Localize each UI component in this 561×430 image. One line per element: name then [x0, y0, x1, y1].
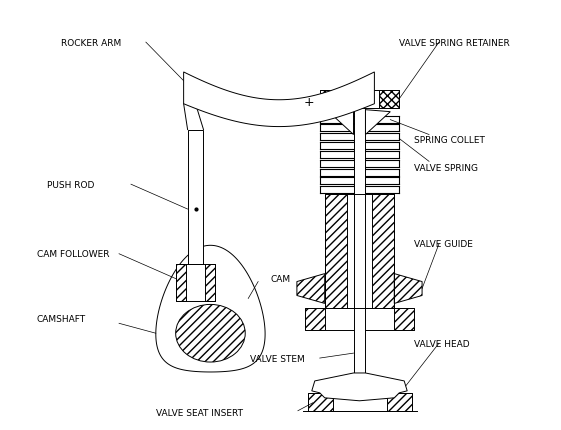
Bar: [394, 309, 414, 331]
Polygon shape: [183, 73, 374, 127]
Bar: [379, 91, 399, 108]
Bar: [320, 91, 339, 108]
Text: CAMSHAFT: CAMSHAFT: [36, 314, 86, 323]
Text: VALVE GUIDE: VALVE GUIDE: [414, 240, 473, 249]
Polygon shape: [329, 111, 353, 135]
Bar: [373, 195, 394, 309]
Polygon shape: [312, 373, 407, 401]
Text: CAM: CAM: [270, 274, 290, 283]
Bar: [176, 264, 215, 302]
Polygon shape: [156, 246, 265, 372]
Bar: [205, 264, 215, 302]
Text: VALVE SEAT INSERT: VALVE SEAT INSERT: [156, 408, 243, 417]
Polygon shape: [394, 274, 422, 304]
Text: CAM FOLLOWER: CAM FOLLOWER: [36, 250, 109, 258]
Bar: [387, 393, 412, 411]
Bar: [325, 195, 347, 309]
Bar: [308, 393, 412, 411]
Text: SPRING COLLET: SPRING COLLET: [414, 136, 485, 144]
Polygon shape: [297, 274, 325, 304]
Bar: [305, 309, 325, 331]
Text: PUSH ROD: PUSH ROD: [47, 180, 94, 189]
Text: ROCKER ARM: ROCKER ARM: [61, 39, 122, 47]
Text: VALVE SPRING: VALVE SPRING: [414, 163, 478, 172]
Ellipse shape: [176, 305, 245, 362]
Text: +: +: [304, 96, 314, 109]
Text: VALVE SPRING RETAINER: VALVE SPRING RETAINER: [399, 39, 510, 47]
Text: VALVE HEAD: VALVE HEAD: [414, 339, 470, 348]
Bar: [320, 91, 399, 108]
Bar: [308, 393, 333, 411]
Bar: [187, 130, 204, 264]
Bar: [325, 195, 394, 309]
Bar: [176, 264, 186, 302]
Text: VALVE STEM: VALVE STEM: [250, 354, 305, 363]
Polygon shape: [365, 111, 390, 135]
Bar: [305, 309, 414, 331]
Bar: [353, 95, 365, 373]
